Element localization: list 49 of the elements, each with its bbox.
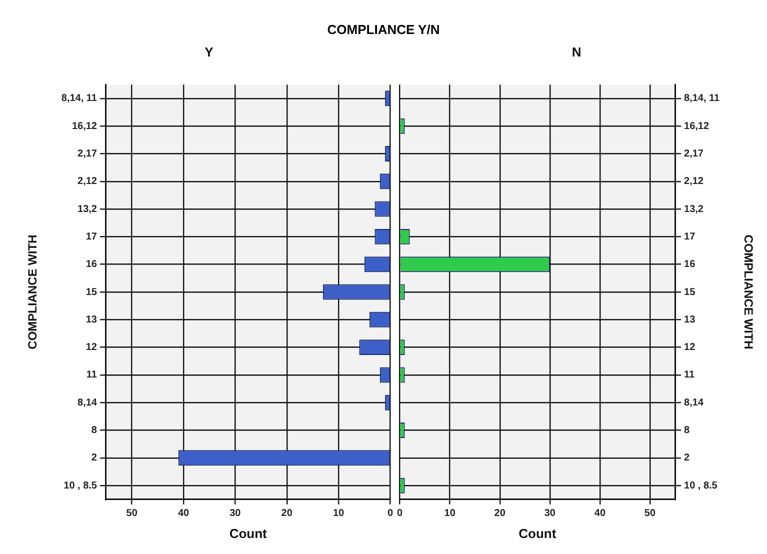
y-tick-label: 8,14, 11 [684, 93, 720, 104]
x-tick-label: 0 [397, 508, 403, 520]
x-tick-label: 40 [178, 508, 190, 520]
chart-subtitle: N [572, 44, 582, 60]
y-tick-label: 17 [684, 231, 696, 242]
y-tick-label: 10 , 8.5 [64, 480, 98, 492]
y-tick-label: 13 [86, 314, 98, 326]
x-tick-label: 20 [281, 508, 293, 520]
y-tick-label: 2 [91, 452, 98, 464]
x-tick-label: 30 [230, 508, 242, 520]
x-tick-label: 10 [332, 508, 345, 520]
x-tick-label: 40 [594, 508, 606, 520]
y-tick-label: 2,12 [684, 176, 704, 188]
x-tick-label: 20 [494, 508, 506, 520]
x-tick-label: 0 [387, 508, 394, 520]
chart-subtitle: Y [204, 44, 214, 60]
y-tick-label: 2,12 [78, 176, 98, 188]
y-tick-label: 16 [684, 259, 696, 270]
x-axis-title: Count [518, 526, 557, 541]
y-tick-label: 8,14 [78, 397, 98, 408]
y-tick-label: 2 [684, 452, 690, 464]
x-tick-label: 50 [126, 508, 138, 520]
y-tick-label: 8,14, 11 [61, 93, 98, 104]
y-tick-label: 13,2 [78, 204, 98, 215]
y-tick-label: 16,12 [684, 120, 710, 132]
chart-title: COMPLIANCE Y/N [326, 22, 441, 37]
y-tick-label: 15 [86, 286, 98, 298]
y-tick-label: 16 [86, 259, 98, 270]
y-tick-label: 2,17 [78, 148, 98, 160]
y-tick-label: 12 [86, 342, 98, 354]
y-tick-label: 13,2 [684, 204, 704, 215]
y-tick-label: 8 [91, 425, 98, 436]
y-tick-label: 10 , 8.5 [684, 480, 718, 492]
y-tick-label: 2,17 [684, 148, 704, 160]
x-tick-label: 10 [444, 508, 456, 520]
y-tick-label: 17 [86, 231, 98, 242]
y-tick-label: 8 [684, 425, 690, 436]
y-tick-label: 11 [684, 370, 696, 381]
y-tick-label: 16,12 [72, 120, 98, 132]
x-axis-title: Count [229, 526, 268, 541]
x-tick-label: 50 [644, 508, 656, 520]
y-tick-label: 11 [86, 370, 98, 381]
y-tick-label: 13 [684, 314, 696, 326]
y-tick-label: 15 [684, 286, 696, 298]
y-tick-label: 8,14 [684, 397, 704, 408]
x-tick-label: 30 [544, 508, 556, 520]
y-axis-title: COMPLIANCE WITH [26, 234, 40, 350]
y-tick-label: 12 [684, 342, 696, 354]
y-axis-title: COMPLIANCE WITH [741, 234, 756, 350]
